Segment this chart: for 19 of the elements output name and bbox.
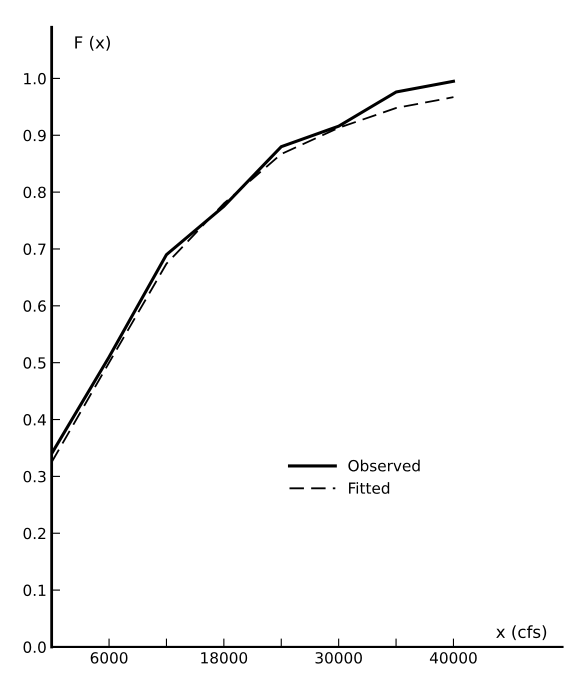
y-tick-label: 0.1 bbox=[24, 584, 46, 596]
y-tick-label: 0.8 bbox=[24, 186, 46, 198]
x-tick-label: 6000 bbox=[90, 652, 128, 664]
y-tick-label: 0.9 bbox=[24, 130, 46, 142]
y-tick-label: 1.0 bbox=[24, 72, 46, 84]
y-tick-label: 0.2 bbox=[24, 528, 46, 540]
x-tick-label: 30000 bbox=[316, 652, 362, 664]
y-tick-label: 0.5 bbox=[24, 357, 46, 369]
y-tick-label: 0.7 bbox=[24, 243, 46, 255]
x-axis-title: x (cfs) bbox=[496, 625, 546, 640]
x-tick-label: 40000 bbox=[430, 652, 477, 664]
legend-label: Observed bbox=[348, 460, 420, 472]
x-tick-label: 18000 bbox=[201, 652, 248, 664]
y-tick-label: 0.6 bbox=[24, 300, 46, 312]
y-tick-label: 0.0 bbox=[24, 641, 46, 653]
y-tick-label: 0.4 bbox=[24, 414, 46, 426]
y-axis-title: F (x) bbox=[75, 36, 110, 51]
y-tick-label: 0.3 bbox=[24, 470, 46, 482]
legend-label: Fitted bbox=[349, 482, 390, 494]
